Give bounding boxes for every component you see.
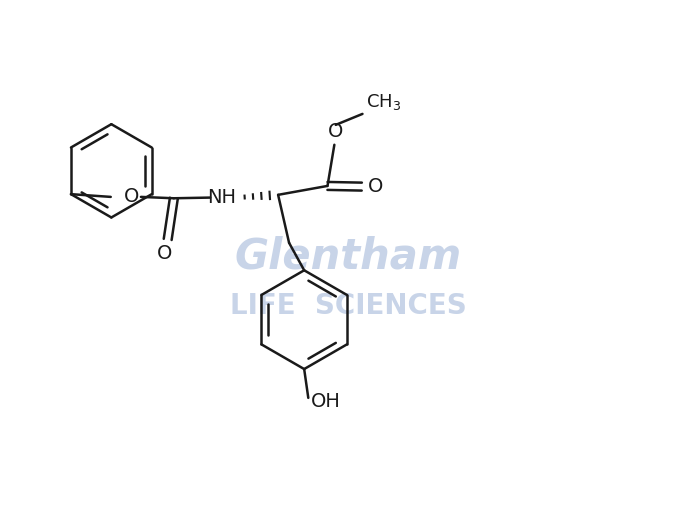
Text: Glentham: Glentham bbox=[235, 236, 461, 278]
Text: O: O bbox=[157, 244, 173, 263]
Text: OH: OH bbox=[311, 393, 341, 411]
Text: O: O bbox=[124, 187, 139, 206]
Text: O: O bbox=[328, 122, 343, 140]
Text: CH$_3$: CH$_3$ bbox=[366, 92, 402, 112]
Text: NH: NH bbox=[207, 188, 237, 207]
Text: LIFE  SCIENCES: LIFE SCIENCES bbox=[230, 292, 466, 320]
Text: O: O bbox=[367, 177, 383, 196]
